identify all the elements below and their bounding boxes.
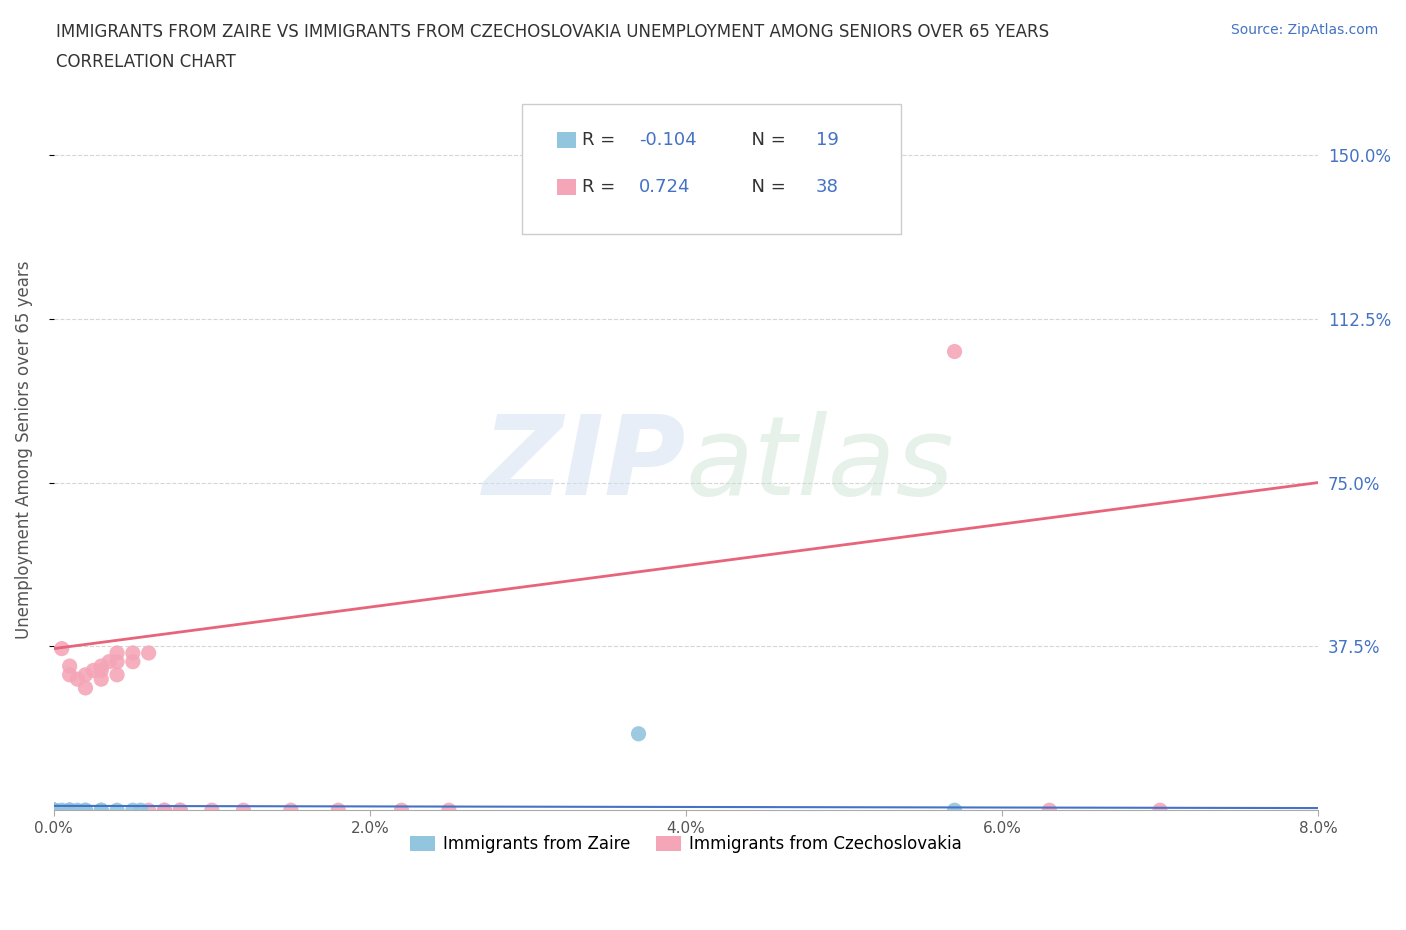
Text: ZIP: ZIP: [482, 411, 686, 518]
Point: [42, 803, 65, 817]
Point: [1149, 803, 1171, 817]
Point: [42, 803, 65, 817]
Point: [90, 803, 112, 817]
Point: [138, 803, 160, 817]
Text: N =: N =: [740, 178, 792, 195]
Point: [105, 668, 128, 683]
Point: [391, 803, 413, 817]
FancyBboxPatch shape: [557, 179, 576, 194]
Point: [153, 803, 176, 817]
Text: IMMIGRANTS FROM ZAIRE VS IMMIGRANTS FROM CZECHOSLOVAKIA UNEMPLOYMENT AMONG SENIO: IMMIGRANTS FROM ZAIRE VS IMMIGRANTS FROM…: [56, 23, 1049, 41]
Point: [328, 803, 350, 817]
Text: R =: R =: [582, 178, 621, 195]
Point: [90, 663, 112, 678]
Text: atlas: atlas: [686, 411, 955, 518]
Point: [201, 803, 224, 817]
Legend: Immigrants from Zaire, Immigrants from Czechoslovakia: Immigrants from Zaire, Immigrants from C…: [404, 829, 969, 859]
Point: [42, 803, 65, 817]
Point: [437, 803, 460, 817]
Point: [98, 655, 121, 670]
Text: 19: 19: [815, 131, 839, 149]
Point: [75, 803, 97, 817]
Point: [59, 803, 82, 817]
Point: [42, 803, 65, 817]
Point: [75, 668, 97, 683]
Point: [169, 803, 191, 817]
Point: [75, 681, 97, 696]
Point: [59, 803, 82, 817]
Point: [59, 803, 82, 817]
Text: -0.104: -0.104: [638, 131, 696, 149]
Point: [280, 803, 302, 817]
Text: CORRELATION CHART: CORRELATION CHART: [56, 53, 236, 71]
Point: [105, 803, 128, 817]
Point: [138, 645, 160, 660]
Point: [42, 803, 65, 817]
Point: [59, 658, 82, 673]
Point: [42, 803, 65, 817]
Text: N =: N =: [740, 131, 792, 149]
Point: [105, 655, 128, 670]
Point: [943, 803, 966, 817]
Point: [75, 803, 97, 817]
Point: [51, 641, 73, 656]
Point: [169, 803, 191, 817]
Point: [59, 668, 82, 683]
Point: [90, 658, 112, 673]
Text: R =: R =: [582, 131, 621, 149]
Point: [232, 803, 254, 817]
Point: [627, 726, 650, 741]
Point: [42, 803, 65, 817]
Point: [105, 645, 128, 660]
Point: [121, 645, 143, 660]
Text: 0.724: 0.724: [638, 178, 690, 195]
Text: Source: ZipAtlas.com: Source: ZipAtlas.com: [1230, 23, 1378, 37]
Point: [153, 803, 176, 817]
Point: [129, 803, 152, 817]
FancyBboxPatch shape: [522, 104, 901, 233]
Point: [82, 663, 104, 678]
Point: [66, 671, 89, 686]
Point: [90, 671, 112, 686]
FancyBboxPatch shape: [557, 132, 576, 148]
Y-axis label: Unemployment Among Seniors over 65 years: Unemployment Among Seniors over 65 years: [15, 260, 32, 639]
Point: [90, 803, 112, 817]
Point: [121, 655, 143, 670]
Point: [42, 803, 65, 817]
Point: [42, 803, 65, 817]
Point: [1038, 803, 1060, 817]
Point: [42, 803, 65, 817]
Point: [59, 803, 82, 817]
Point: [66, 803, 89, 817]
Point: [42, 803, 65, 817]
Point: [51, 803, 73, 817]
Text: 38: 38: [815, 178, 839, 195]
Point: [943, 344, 966, 359]
Point: [121, 803, 143, 817]
